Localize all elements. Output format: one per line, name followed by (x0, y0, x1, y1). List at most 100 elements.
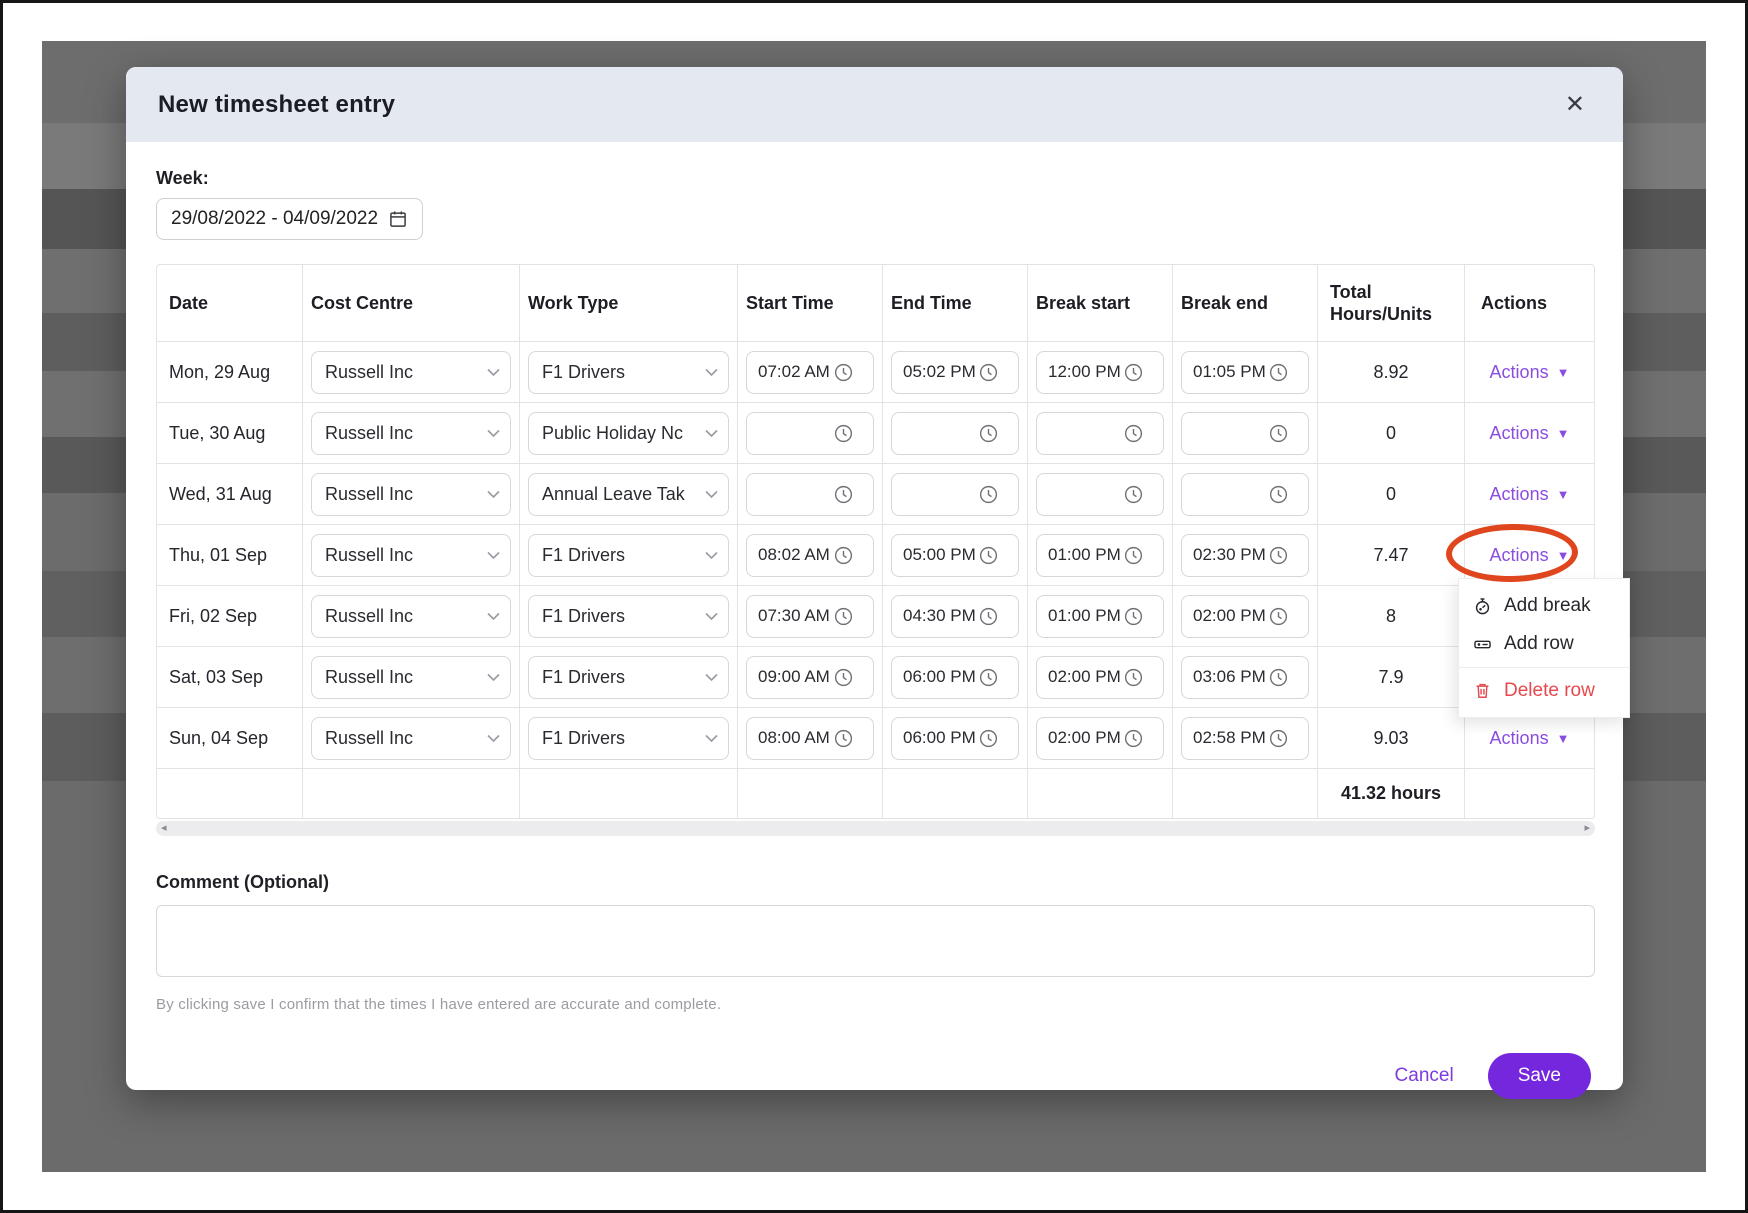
chevron-down-icon (487, 368, 500, 376)
scroll-left-icon[interactable]: ◂ (161, 822, 167, 834)
chevron-down-icon (487, 490, 500, 498)
break-start-input[interactable]: 02:00 PM (1036, 655, 1164, 699)
end-time-input[interactable] (891, 472, 1019, 516)
scroll-right-icon[interactable]: ▸ (1584, 822, 1590, 834)
row-date: Sat, 03 Sep (169, 666, 264, 687)
chevron-down-icon (487, 429, 500, 437)
row-date: Tue, 30 Aug (169, 422, 266, 443)
row-actions-button[interactable]: Actions ▼ (1489, 483, 1570, 504)
table-row: Sat, 03 Sep Russell Inc F1 Drivers 09:00… (157, 646, 1594, 707)
add-row-icon (1474, 640, 1491, 648)
clock-icon (1124, 485, 1143, 503)
close-icon[interactable]: ✕ (1564, 90, 1585, 118)
clock-icon (834, 729, 853, 747)
clock-icon (1124, 424, 1143, 442)
horizontal-scrollbar[interactable]: ◂ ▸ (156, 821, 1595, 836)
chevron-down-icon (705, 673, 718, 681)
end-time-input[interactable]: 04:30 PM (891, 594, 1019, 638)
work-type-select[interactable]: F1 Drivers (528, 594, 729, 638)
break-end-input[interactable]: 02:58 PM (1181, 716, 1309, 760)
break-start-input[interactable]: 01:00 PM (1036, 594, 1164, 638)
cost-centre-select[interactable]: Russell Inc (311, 350, 511, 394)
work-type-select[interactable]: F1 Drivers (528, 655, 729, 699)
row-actions-button[interactable]: Actions ▼ (1489, 727, 1570, 748)
clock-icon (1269, 729, 1288, 747)
row-total-hours: 7.9 (1378, 666, 1404, 687)
break-end-input[interactable]: 02:30 PM (1181, 533, 1309, 577)
row-actions-button[interactable]: Actions ▼ (1489, 422, 1570, 443)
clock-icon (834, 668, 853, 686)
break-start-input[interactable]: 01:00 PM (1036, 533, 1164, 577)
end-time-input[interactable]: 06:00 PM (891, 716, 1019, 760)
menu-item-add-row[interactable]: Add row (1459, 625, 1629, 663)
work-type-select[interactable]: F1 Drivers (528, 533, 729, 577)
menu-item-delete-row[interactable]: Delete row (1459, 667, 1629, 709)
row-date: Sun, 04 Sep (169, 727, 269, 748)
row-actions-button[interactable]: Actions ▼ (1489, 361, 1570, 382)
break-end-input[interactable] (1181, 472, 1309, 516)
table-row: Wed, 31 Aug Russell Inc Annual Leave Tak (157, 463, 1594, 524)
start-time-input[interactable]: 07:02 AM (746, 350, 874, 394)
end-time-input[interactable]: 05:02 PM (891, 350, 1019, 394)
cost-centre-select[interactable]: Russell Inc (311, 472, 511, 516)
stopwatch-icon (1475, 597, 1490, 614)
table-body: Mon, 29 Aug Russell Inc F1 Drivers 07:02… (157, 341, 1594, 768)
table-total-row: 41.32 hours (157, 768, 1594, 818)
break-end-input[interactable]: 01:05 PM (1181, 350, 1309, 394)
cost-centre-select[interactable]: Russell Inc (311, 411, 511, 455)
chevron-down-icon (487, 551, 500, 559)
chevron-down-icon (705, 734, 718, 742)
clock-icon (979, 607, 998, 625)
break-end-input[interactable]: 02:00 PM (1181, 594, 1309, 638)
cost-centre-select[interactable]: Russell Inc (311, 533, 511, 577)
clock-icon (1124, 607, 1143, 625)
save-button[interactable]: Save (1487, 1053, 1591, 1099)
clock-icon (1269, 668, 1288, 686)
break-start-input[interactable] (1036, 411, 1164, 455)
row-total-hours: 0 (1385, 422, 1396, 443)
comment-textarea[interactable] (156, 905, 1595, 977)
end-time-input[interactable] (891, 411, 1019, 455)
comment-label: Comment (Optional) (156, 872, 329, 892)
work-type-select[interactable]: Public Holiday Nc (528, 411, 729, 455)
clock-icon (834, 485, 853, 503)
row-total-hours: 7.47 (1373, 544, 1409, 565)
row-total-hours: 8.92 (1373, 361, 1409, 382)
break-start-input[interactable] (1036, 472, 1164, 516)
break-start-input[interactable]: 12:00 PM (1036, 350, 1164, 394)
header-actions: Actions (1464, 265, 1594, 341)
clock-icon (979, 729, 998, 747)
week-range-input[interactable]: 29/08/2022 - 04/09/2022 (156, 198, 424, 240)
work-type-select[interactable]: F1 Drivers (528, 350, 729, 394)
work-type-select[interactable]: Annual Leave Tak (528, 472, 729, 516)
clock-icon (1124, 729, 1143, 747)
clock-icon (1124, 546, 1143, 564)
header-date: Date (169, 292, 209, 313)
clock-icon (1269, 546, 1288, 564)
start-time-input[interactable]: 08:02 AM (746, 533, 874, 577)
break-end-input[interactable]: 03:06 PM (1181, 655, 1309, 699)
start-time-input[interactable] (746, 411, 874, 455)
work-type-select[interactable]: F1 Drivers (528, 716, 729, 760)
clock-icon (979, 546, 998, 564)
chevron-down-icon (705, 551, 718, 559)
cost-centre-select[interactable]: Russell Inc (311, 594, 511, 638)
cost-centre-select[interactable]: Russell Inc (311, 716, 511, 760)
start-time-input[interactable]: 08:00 AM (746, 716, 874, 760)
clock-icon (979, 668, 998, 686)
end-time-input[interactable]: 05:00 PM (891, 533, 1019, 577)
start-time-input[interactable] (746, 472, 874, 516)
trash-icon (1476, 683, 1489, 698)
start-time-input[interactable]: 07:30 AM (746, 594, 874, 638)
start-time-input[interactable]: 09:00 AM (746, 655, 874, 699)
table-row: Mon, 29 Aug Russell Inc F1 Drivers 07:02… (157, 341, 1594, 402)
cancel-button[interactable]: Cancel (1394, 1065, 1454, 1086)
caret-down-icon: ▼ (1556, 486, 1570, 502)
break-end-input[interactable] (1181, 411, 1309, 455)
row-actions-button[interactable]: Actions ▼ (1489, 544, 1570, 565)
end-time-input[interactable]: 06:00 PM (891, 655, 1019, 699)
break-start-input[interactable]: 02:00 PM (1036, 716, 1164, 760)
menu-item-add-break[interactable]: Add break (1459, 587, 1629, 625)
cost-centre-select[interactable]: Russell Inc (311, 655, 511, 699)
